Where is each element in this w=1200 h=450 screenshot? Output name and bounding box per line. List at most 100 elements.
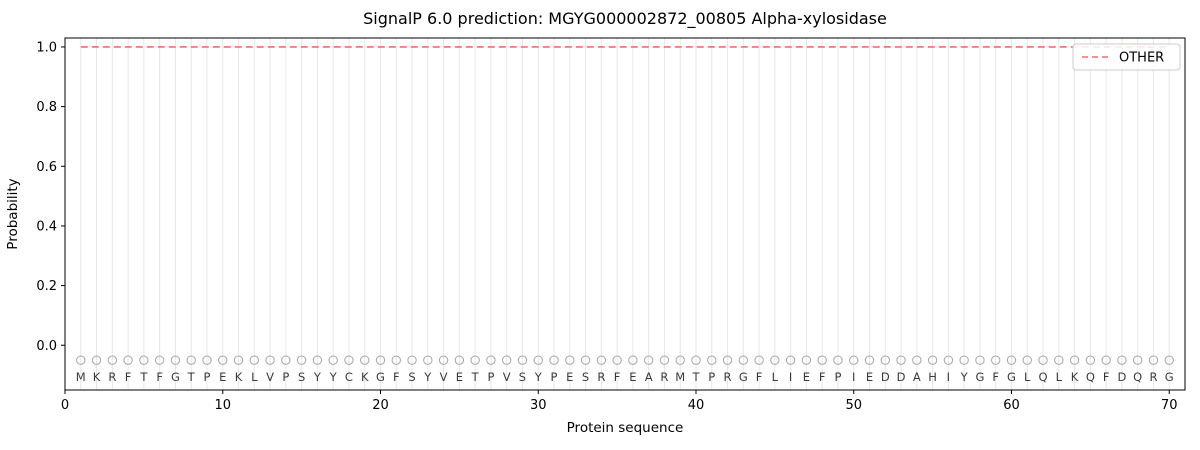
residue-marker-icon [391, 355, 401, 365]
y-tick-label: 0.6 [36, 160, 57, 175]
residue-letter: M [76, 370, 86, 384]
y-tick-label: 0.4 [36, 219, 57, 234]
residue-marker-icon [880, 355, 890, 365]
residue-marker-icon [785, 355, 796, 365]
residue-letter: A [913, 370, 921, 384]
x-tick-label: 40 [688, 398, 705, 413]
residue-marker-icon [501, 355, 512, 365]
residue-letter: Y [423, 370, 432, 384]
residue-letter: G [1007, 370, 1016, 384]
residue-letter: F [125, 370, 132, 384]
residue-marker-icon [1101, 355, 1111, 365]
residue-letter: P [551, 370, 558, 384]
residue-letter: E [566, 370, 573, 384]
residue-letter: L [1024, 370, 1031, 384]
residue-marker-icon [233, 355, 244, 365]
residue-marker-icon [927, 355, 938, 365]
residue-letter: R [1149, 370, 1157, 384]
residue-letter: E [629, 370, 636, 384]
residue-marker-icon [123, 355, 133, 365]
residue-marker-icon [864, 355, 875, 365]
residue-letter: R [660, 370, 668, 384]
residue-marker-icon [170, 355, 181, 365]
residue-letter: R [724, 370, 732, 384]
residue-letter: F [819, 370, 826, 384]
residue-letter: K [1071, 370, 1079, 384]
residue-marker-icon [202, 355, 212, 365]
residue-marker-icon [754, 355, 764, 365]
residue-marker-icon [722, 355, 733, 365]
residue-letter: P [487, 370, 494, 384]
residue-letter: G [739, 370, 748, 384]
residue-letter: I [789, 370, 792, 384]
residue-letter: V [440, 370, 448, 384]
residue-marker-icon [959, 355, 969, 365]
residue-letter: T [139, 370, 148, 384]
residue-marker-icon [912, 355, 922, 365]
residue-letter: Y [329, 370, 338, 384]
y-tick-label: 0.2 [36, 279, 57, 294]
residue-letter: Y [313, 370, 322, 384]
residue-marker-icon [423, 355, 433, 365]
residue-letter: P [282, 370, 289, 384]
residue-letter: P [204, 370, 211, 384]
residue-marker-icon [249, 355, 259, 365]
x-tick-label: 0 [61, 398, 69, 413]
chart-title: SignalP 6.0 prediction: MGYG000002872_00… [363, 9, 887, 29]
residue-marker-icon [533, 355, 543, 365]
residue-letter: D [1117, 370, 1126, 384]
legend: OTHER [1072, 43, 1181, 71]
residue-marker-icon [549, 355, 559, 365]
residue-marker-icon [707, 355, 717, 365]
residue-letter: G [1165, 370, 1174, 384]
residue-letter: K [93, 370, 101, 384]
residue-letter: T [691, 370, 700, 384]
x-tick-label: 10 [214, 398, 231, 413]
residue-marker-icon [817, 355, 827, 365]
x-tick-label: 20 [372, 398, 389, 413]
residue-letter: V [266, 370, 274, 384]
residue-letter: T [471, 370, 480, 384]
residue-marker-icon [438, 355, 449, 365]
residue-marker-icon [1164, 355, 1174, 365]
residue-marker-icon [643, 355, 654, 365]
residue-letter: E [803, 370, 810, 384]
y-tick-label: 1.0 [36, 40, 57, 55]
residue-marker-icon [596, 355, 607, 365]
residue-letter: L [772, 370, 779, 384]
residue-letter: F [756, 370, 763, 384]
residue-marker-icon [344, 355, 354, 365]
residue-marker-icon [91, 355, 102, 365]
residue-letter: R [597, 370, 605, 384]
residue-letter: Q [1133, 370, 1142, 384]
residue-marker-icon [612, 355, 622, 365]
residue-letter: Q [1086, 370, 1095, 384]
residue-letter: Y [960, 370, 969, 384]
residue-letter: G [171, 370, 180, 384]
residue-marker-icon [517, 355, 528, 365]
x-axis-label: Protein sequence [567, 420, 684, 436]
residue-letter: V [503, 370, 511, 384]
residue-marker-icon [833, 355, 843, 365]
residue-marker-icon [312, 355, 323, 365]
residue-letter: D [897, 370, 906, 384]
residue-letter: G [376, 370, 385, 384]
legend-entry-label: OTHER [1119, 51, 1164, 66]
residue-letter: L [251, 370, 258, 384]
residue-marker-icon [943, 355, 954, 365]
residue-marker-icon [628, 355, 638, 365]
residue-marker-icon [849, 355, 859, 365]
residue-letter: T [187, 370, 196, 384]
y-axis-label: Probability [5, 178, 21, 249]
residue-letter: E [456, 370, 463, 384]
residue-marker-icon [770, 355, 780, 365]
residue-letter: P [708, 370, 715, 384]
residue-marker-icon [139, 355, 149, 365]
residue-letter: Y [534, 370, 543, 384]
residue-marker-icon [1148, 355, 1159, 365]
residue-marker-icon [580, 355, 591, 365]
residue-marker-icon [76, 355, 86, 365]
residue-marker-icon [1117, 355, 1127, 365]
